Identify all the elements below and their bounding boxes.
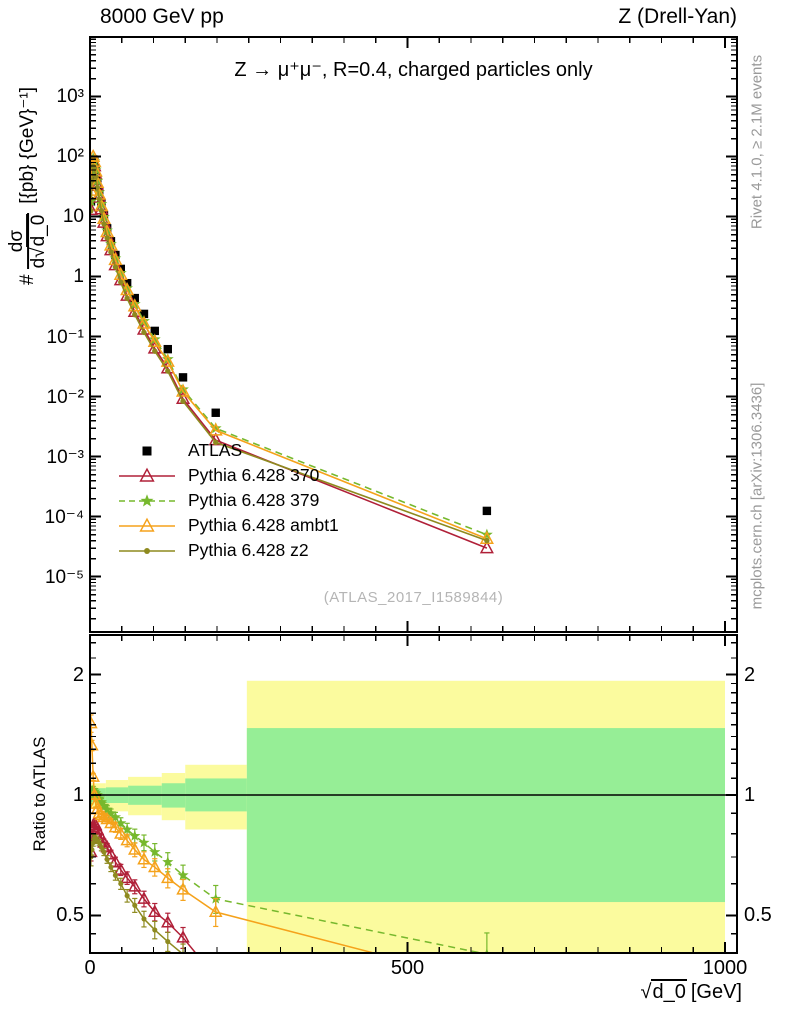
legend-item-pythia-ambt1: Pythia 6.428 ambt1 <box>116 513 339 538</box>
ratio-y-tick-label-left: 2 <box>72 663 84 686</box>
main-series-layer <box>90 148 494 554</box>
x-tick-label: 0 <box>84 957 96 979</box>
main-y-tick-label: 10⁻⁵ <box>44 566 84 588</box>
main-y-tick-label: 10⁻¹ <box>46 326 85 348</box>
sqrt-sign: √ <box>640 981 652 1003</box>
analysis-id-watermark: (ATLAS_2017_I1589844) <box>323 589 504 606</box>
x-tick-label: 1000 <box>702 957 748 979</box>
legend-item-pythia-379: Pythia 6.428 379 <box>116 488 339 513</box>
pythia-z2-marker-sample <box>119 547 175 554</box>
main-y-tick-label: 10⁻³ <box>46 446 85 468</box>
legend: ATLAS Pythia 6.428 370 Pythia 6.428 379 … <box>116 438 339 563</box>
legend-label: Pythia 6.428 z2 <box>188 540 309 560</box>
pythia-370-marker-sample <box>119 467 175 482</box>
legend-label: ATLAS <box>188 440 243 460</box>
green-band-segment <box>246 728 725 903</box>
main-panel-frame <box>88 35 739 634</box>
main-y-tick-label: 10⁻² <box>46 386 85 408</box>
legend-label: Pythia 6.428 370 <box>188 465 320 485</box>
pythia-ambt1-marker-sample <box>119 517 175 532</box>
x-axis-label: √d_0 [GeV] <box>640 979 742 1003</box>
main-y-tick-label: 10⁻⁴ <box>44 506 84 528</box>
main-y-tick-label: 10³ <box>56 85 84 107</box>
process-label: Z (Drell-Yan) <box>618 5 737 28</box>
legend-item-pythia-z2: Pythia 6.428 z2 <box>116 538 339 563</box>
ratio-y-tick-label-right: 2 <box>744 663 756 686</box>
axis-ticks <box>89 37 737 953</box>
y-label-fraction: dσ d√d_0 <box>6 212 49 270</box>
ratio-y-tick-label-right: 0.5 <box>744 904 772 927</box>
beam-energy-label: 8000 GeV pp <box>100 5 224 28</box>
ratio-uncertainty-bands <box>90 680 725 953</box>
atlas-marker-sample <box>142 446 152 455</box>
ratio-y-tick-label-left: 0.5 <box>56 904 84 927</box>
y-label-units: [{pb} {GeV}⁻¹] <box>17 86 39 204</box>
ratio-y-tick-label-left: 1 <box>72 784 84 806</box>
legend-item-atlas: ATLAS <box>116 438 339 463</box>
main-y-tick-label: 1 <box>73 265 84 287</box>
plot-title: Z → μ⁺μ⁻, R=0.4, charged particles only <box>234 59 593 81</box>
main-y-tick-label: 10² <box>56 145 84 167</box>
x-tick-label: 500 <box>390 957 425 979</box>
ratio-y-tick-label-right: 1 <box>744 784 756 806</box>
legend-label: Pythia 6.428 379 <box>188 490 320 510</box>
pythia-379-marker-sample <box>119 493 175 506</box>
legend-item-pythia-370: Pythia 6.428 370 <box>116 463 339 488</box>
legend-label: Pythia 6.428 ambt1 <box>188 515 339 535</box>
main-y-tick-label: 10 <box>62 205 84 227</box>
y-label-prefix: # <box>17 274 38 286</box>
